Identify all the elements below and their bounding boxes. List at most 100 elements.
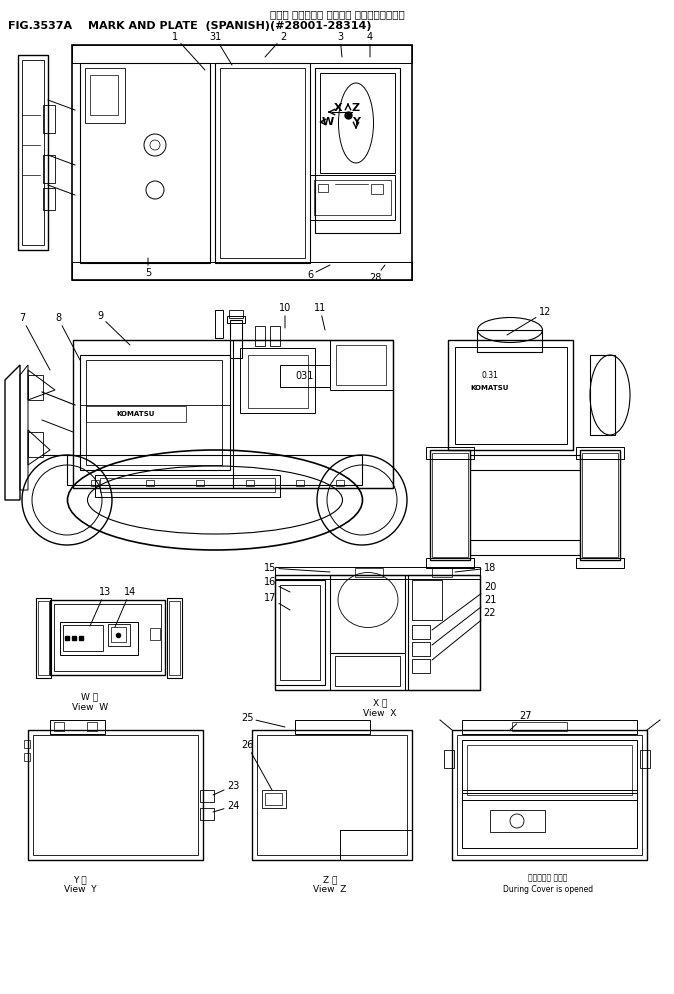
- Text: 11: 11: [314, 303, 326, 330]
- Bar: [270, 326, 280, 346]
- Bar: [72, 262, 412, 280]
- Bar: [33, 735, 198, 855]
- Bar: [18, 55, 48, 250]
- Bar: [295, 720, 370, 734]
- Text: 18: 18: [455, 563, 496, 573]
- Text: W 機: W 機: [82, 693, 98, 702]
- Bar: [28, 375, 43, 400]
- Text: W: W: [322, 117, 334, 127]
- Text: View  Z: View Z: [313, 886, 346, 895]
- Bar: [50, 720, 105, 734]
- Text: マーク オヨビブ プレート （スペインゴ）: マーク オヨビブ プレート （スペインゴ）: [270, 9, 404, 19]
- Bar: [72, 45, 412, 280]
- Bar: [412, 625, 430, 639]
- Bar: [426, 558, 474, 568]
- Bar: [227, 316, 245, 323]
- Bar: [67, 455, 362, 485]
- Bar: [462, 740, 637, 800]
- Bar: [50, 600, 165, 675]
- Bar: [43, 155, 55, 183]
- Bar: [355, 568, 383, 577]
- Bar: [54, 722, 64, 731]
- Bar: [38, 601, 49, 675]
- Bar: [248, 355, 308, 408]
- Bar: [36, 598, 51, 678]
- Bar: [246, 480, 254, 486]
- Text: Z: Z: [352, 103, 360, 113]
- Bar: [280, 585, 320, 680]
- Text: 1: 1: [172, 32, 205, 70]
- Text: 8: 8: [55, 313, 80, 360]
- Bar: [426, 447, 474, 459]
- Bar: [63, 625, 103, 651]
- Bar: [467, 745, 632, 795]
- Text: X: X: [334, 103, 342, 113]
- Bar: [455, 347, 567, 444]
- Text: 7: 7: [19, 313, 50, 370]
- Bar: [412, 580, 442, 620]
- Bar: [490, 810, 545, 832]
- Bar: [432, 453, 468, 557]
- Bar: [314, 180, 391, 215]
- Text: 16: 16: [264, 577, 290, 592]
- Text: 031: 031: [296, 371, 314, 381]
- Bar: [452, 730, 647, 860]
- Text: 12: 12: [507, 307, 551, 335]
- Bar: [330, 340, 393, 390]
- Bar: [336, 345, 386, 385]
- Bar: [200, 790, 214, 802]
- Bar: [640, 750, 650, 768]
- Bar: [576, 447, 624, 459]
- Bar: [432, 568, 452, 577]
- Bar: [229, 310, 243, 318]
- Bar: [108, 624, 130, 646]
- Bar: [371, 184, 383, 194]
- Text: 6: 6: [307, 265, 330, 280]
- Bar: [512, 722, 567, 731]
- Text: 4: 4: [367, 32, 373, 57]
- Text: 13: 13: [90, 587, 111, 626]
- Text: 14: 14: [115, 587, 136, 627]
- Bar: [90, 75, 118, 115]
- Bar: [477, 330, 542, 352]
- Bar: [215, 310, 223, 338]
- Bar: [262, 790, 286, 808]
- Bar: [167, 598, 182, 678]
- Bar: [457, 735, 642, 855]
- Bar: [412, 642, 430, 656]
- Bar: [448, 340, 573, 450]
- Bar: [335, 656, 400, 686]
- Text: X 機: X 機: [373, 699, 387, 708]
- Text: 28: 28: [369, 265, 385, 283]
- Bar: [275, 580, 325, 685]
- Bar: [444, 750, 454, 768]
- Bar: [80, 63, 210, 263]
- Bar: [200, 808, 214, 820]
- Bar: [315, 68, 400, 233]
- Text: MARK AND PLATE  (SPANISH)(#28001-28314): MARK AND PLATE (SPANISH)(#28001-28314): [88, 21, 371, 31]
- Bar: [72, 45, 412, 63]
- Bar: [320, 73, 395, 173]
- Bar: [310, 175, 395, 220]
- Bar: [87, 722, 97, 731]
- Bar: [280, 365, 330, 387]
- Text: KOMATSU: KOMATSU: [471, 385, 509, 391]
- Text: 点検カバー 開放時: 点検カバー 開放時: [528, 874, 568, 883]
- Bar: [240, 348, 315, 413]
- Bar: [318, 184, 328, 192]
- Text: 0.31: 0.31: [481, 372, 499, 381]
- Bar: [220, 68, 305, 258]
- Bar: [430, 450, 470, 560]
- Bar: [330, 653, 405, 690]
- Bar: [86, 360, 222, 465]
- Bar: [24, 753, 30, 761]
- Bar: [336, 480, 344, 486]
- Text: 10: 10: [279, 303, 291, 328]
- Bar: [60, 622, 138, 655]
- Bar: [296, 480, 304, 486]
- Bar: [43, 188, 55, 210]
- Bar: [275, 575, 480, 690]
- Text: 26: 26: [241, 740, 272, 790]
- Text: During Cover is opened: During Cover is opened: [503, 885, 593, 894]
- Bar: [85, 68, 125, 123]
